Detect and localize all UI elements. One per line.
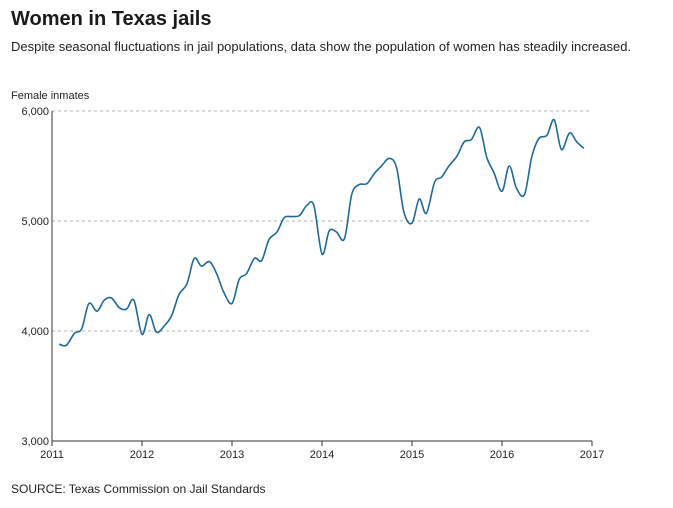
x-tick-label: 2013 bbox=[220, 449, 244, 461]
source-note: SOURCE: Texas Commission on Jail Standar… bbox=[11, 482, 266, 496]
series-line bbox=[58, 118, 585, 347]
x-tick-label: 2016 bbox=[490, 449, 514, 461]
axes bbox=[51, 111, 593, 446]
x-tick-labels: 2011 2012 2013 2014 2015 2016 2017 bbox=[40, 449, 604, 461]
y-tick-label: 5,000 bbox=[21, 216, 49, 228]
x-tick-label: 2012 bbox=[130, 449, 154, 461]
x-tick-label: 2017 bbox=[580, 449, 604, 461]
x-tick-label: 2014 bbox=[310, 449, 334, 461]
series-group bbox=[58, 118, 585, 347]
chart-title: Women in Texas jails bbox=[11, 8, 212, 30]
y-tick-labels: 3,000 4,000 5,000 6,000 bbox=[21, 106, 49, 448]
y-tick-label: 4,000 bbox=[21, 326, 49, 338]
y-axis-label: Female inmates bbox=[11, 90, 90, 102]
chart-subtitle: Despite seasonal fluctuations in jail po… bbox=[11, 39, 632, 54]
x-tick-label: 2011 bbox=[40, 449, 64, 461]
y-tick-label: 3,000 bbox=[21, 436, 49, 448]
gridlines bbox=[52, 110, 592, 332]
y-tick-label: 6,000 bbox=[21, 106, 49, 118]
x-tick-label: 2015 bbox=[400, 449, 424, 461]
